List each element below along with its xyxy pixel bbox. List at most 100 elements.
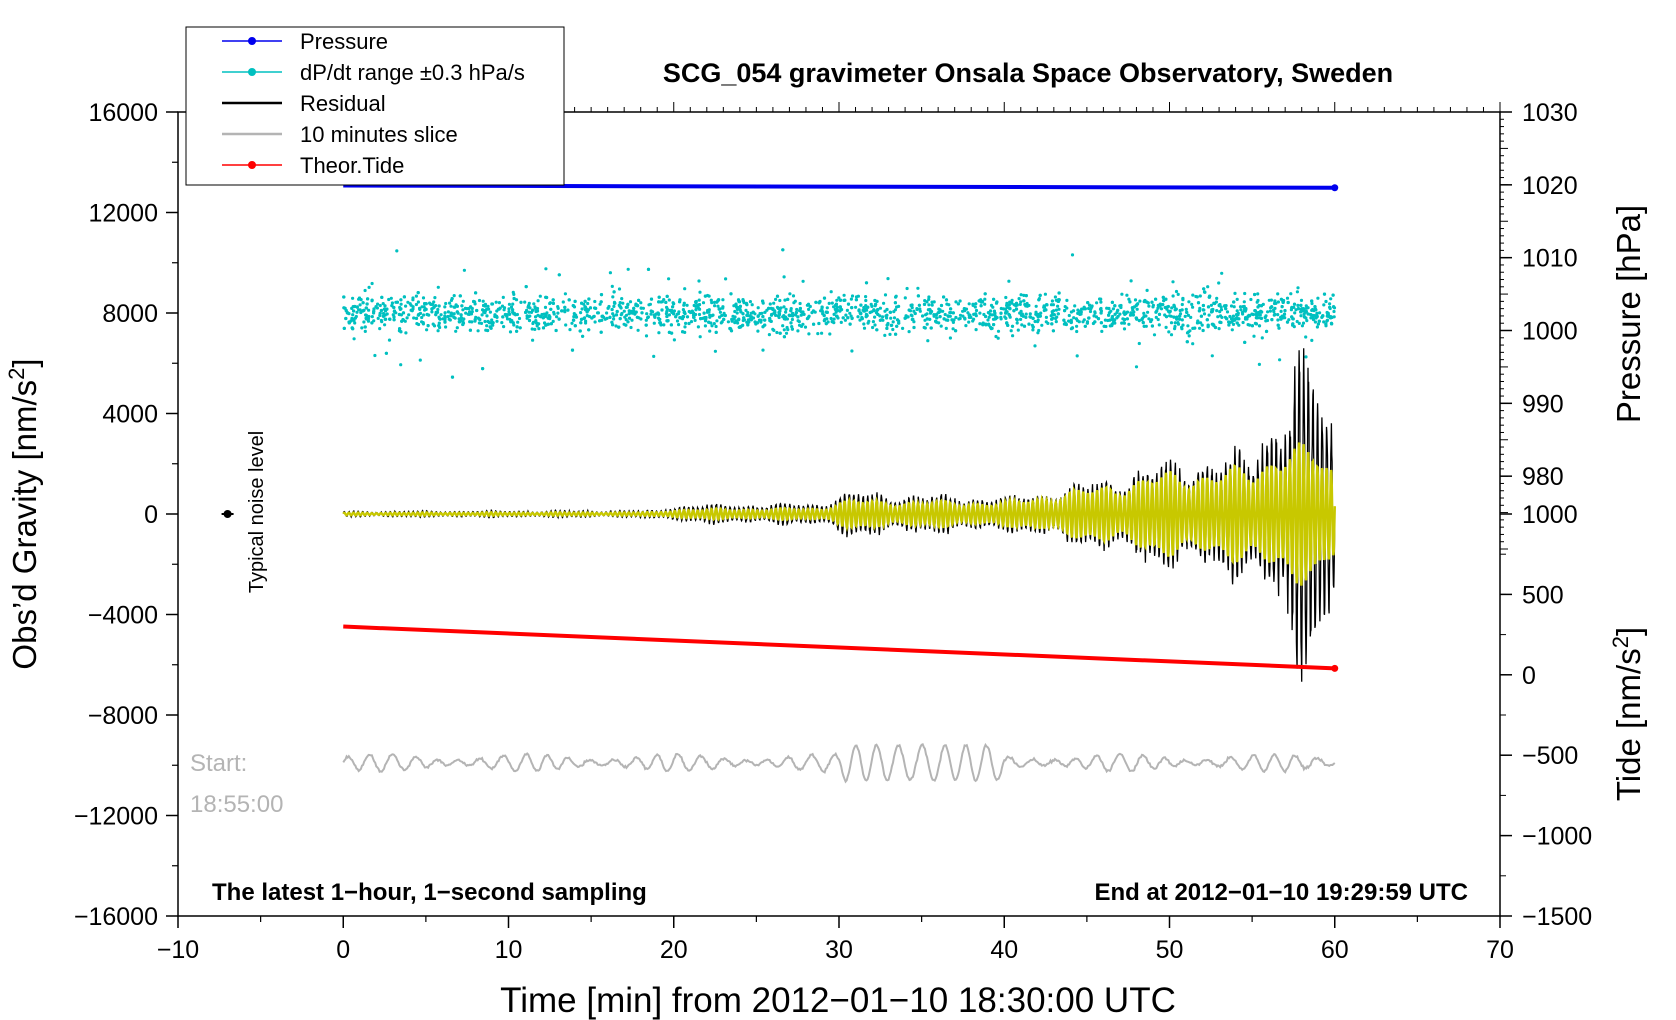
dpdt-point [864, 307, 868, 311]
dpdt-point [579, 321, 583, 325]
dpdt-point [1075, 324, 1079, 328]
dpdt-point [606, 306, 610, 310]
dpdt-point [1110, 314, 1115, 319]
dpdt-point [364, 306, 368, 310]
dpdt-point [1169, 321, 1174, 325]
dpdt-point [1264, 329, 1269, 334]
dpdt-point [501, 315, 505, 319]
dpdt-point [1141, 320, 1145, 324]
dpdt-point [425, 328, 429, 332]
dpdt-point [839, 320, 843, 324]
dpdt-point [775, 294, 780, 298]
dpdt-point [999, 315, 1003, 319]
dpdt-point [392, 309, 396, 313]
dpdt-point [697, 279, 701, 283]
dpdt-point [973, 305, 977, 309]
dpdt-point [1090, 304, 1094, 308]
dpdt-point [1193, 326, 1197, 330]
dpdt-point [1120, 292, 1124, 296]
dpdt-point [1231, 314, 1235, 318]
dpdt-point [891, 320, 895, 324]
legend-marker [248, 68, 256, 76]
dpdt-point [944, 298, 949, 302]
dpdt-point [534, 315, 538, 319]
dpdt-point [590, 316, 594, 320]
dpdt-point [1202, 312, 1207, 316]
y-left-tick-label: 16000 [88, 99, 158, 127]
dpdt-point [897, 321, 901, 325]
dpdt-point [1311, 318, 1316, 322]
dpdt-point [568, 328, 572, 332]
dpdt-point [967, 320, 971, 324]
dpdt-point [954, 300, 958, 304]
dpdt-point [841, 316, 845, 320]
dpdt-point [767, 306, 771, 310]
dpdt-point [461, 308, 465, 312]
tide-tick-label: 0 [1522, 662, 1536, 690]
dpdt-point [398, 327, 402, 331]
dpdt-point [623, 315, 627, 319]
dpdt-point [1238, 305, 1243, 309]
dpdt-point [675, 319, 680, 323]
dpdt-point [850, 349, 854, 353]
dpdt-point [430, 307, 434, 311]
dpdt-point [1209, 303, 1213, 307]
dpdt-point [784, 310, 788, 314]
dpdt-point [981, 323, 985, 327]
dpdt-point [1092, 314, 1096, 318]
dpdt-point [593, 299, 597, 304]
dpdt-point [1037, 328, 1041, 333]
dpdt-point [990, 326, 994, 330]
dpdt-point [1151, 303, 1155, 307]
dpdt-point [517, 316, 522, 321]
dpdt-point [1177, 317, 1182, 321]
dpdt-point [523, 300, 527, 304]
dpdt-point [677, 310, 681, 314]
dpdt-point [777, 312, 782, 317]
dpdt-point [1173, 324, 1177, 329]
dpdt-point [644, 334, 649, 338]
dpdt-point [468, 310, 472, 314]
dpdt-point [546, 316, 550, 320]
dpdt-point [404, 331, 408, 335]
dpdt-point [698, 290, 702, 294]
dpdt-point [1304, 355, 1308, 359]
dpdt-point [1033, 344, 1037, 348]
dpdt-point [1036, 318, 1040, 322]
dpdt-series [342, 248, 1337, 379]
dpdt-point [651, 310, 655, 314]
dpdt-point [974, 308, 979, 313]
dpdt-point [556, 305, 560, 309]
dpdt-point [849, 297, 854, 301]
dpdt-point [461, 322, 465, 327]
dpdt-point [1243, 340, 1247, 344]
dpdt-point [926, 339, 930, 343]
dpdt-point [1116, 308, 1120, 312]
dpdt-point [352, 337, 356, 341]
y-left-tick-label: 12000 [88, 200, 158, 228]
y-left-tick-label: −16000 [74, 903, 158, 931]
dpdt-point [881, 315, 885, 319]
dpdt-point [903, 316, 907, 320]
dpdt-point [508, 312, 512, 316]
dpdt-point [915, 307, 919, 311]
dpdt-point [761, 315, 765, 319]
dpdt-point [714, 330, 718, 334]
dpdt-point [1087, 316, 1091, 320]
dpdt-point [472, 299, 476, 304]
dpdt-point [1142, 315, 1146, 319]
dpdt-point [1309, 313, 1313, 317]
dpdt-point [1044, 308, 1048, 312]
dpdt-point [1331, 293, 1335, 297]
dpdt-point [1299, 307, 1303, 311]
dpdt-point [735, 311, 739, 315]
dpdt-point [699, 317, 703, 321]
dpdt-point [1165, 305, 1169, 309]
dpdt-point [793, 299, 797, 303]
dpdt-point [925, 312, 929, 316]
dpdt-point [619, 306, 623, 310]
dpdt-point [894, 332, 898, 336]
dpdt-point [481, 299, 485, 303]
dpdt-point [1125, 293, 1129, 297]
dpdt-point [362, 320, 366, 324]
